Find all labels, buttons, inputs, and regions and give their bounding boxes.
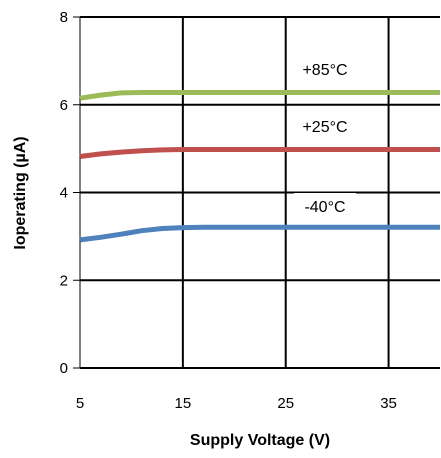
series-label: +25°C [302, 119, 347, 136]
series-label: +85°C [302, 62, 347, 79]
x-tick-label: 35 [380, 395, 397, 412]
y-axis-title: Ioperating (µA) [12, 136, 29, 249]
y-tick-label: 8 [60, 9, 68, 26]
x-tick-label: 5 [76, 395, 84, 412]
grid [73, 16, 440, 369]
x-tick-label: 25 [277, 395, 294, 412]
series-line [79, 90, 440, 101]
series-line [79, 224, 440, 243]
series-line [79, 147, 440, 159]
y-tick-label: 6 [60, 97, 68, 114]
series-label: -40°C [304, 199, 345, 216]
series-label-bg [294, 193, 356, 219]
series-labels: +85°C +25°C -40°C [289, 55, 361, 219]
y-tick-label: 0 [60, 360, 68, 377]
y-tick-label: 2 [60, 272, 68, 289]
x-tick-label: 15 [175, 395, 192, 412]
series-label-bg [289, 55, 361, 83]
series-lines [79, 90, 440, 243]
y-tick-label: 4 [60, 185, 68, 202]
series-label-bg [289, 112, 361, 140]
tick-labels: 0 2 4 6 8 5 15 25 35 [60, 9, 397, 412]
x-axis-title: Supply Voltage (V) [190, 432, 330, 449]
